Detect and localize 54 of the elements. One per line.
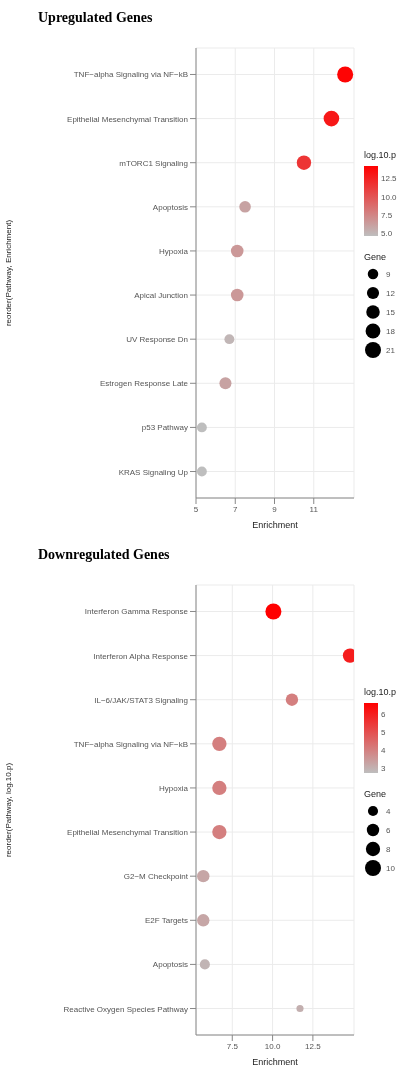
y-tick-label: Apoptosis bbox=[152, 960, 188, 970]
x-tick-label: 11 bbox=[309, 504, 319, 514]
y-tick-label: Epithelial Mesenchymal Transition bbox=[67, 114, 188, 124]
y-tick-label: Estrogen Response Late bbox=[99, 379, 189, 389]
color-bar-label: 4 bbox=[381, 745, 386, 755]
y-tick-label: Interferon Gamma Response bbox=[84, 607, 189, 617]
y-axis-title: reorder(Pathway, log.10.p) bbox=[3, 762, 13, 858]
legend-label: 21 bbox=[386, 346, 396, 355]
y-tick-label: Hypoxia bbox=[159, 783, 189, 793]
x-tick-label: 12.5 bbox=[305, 1041, 322, 1051]
y-tick-label: Reactive Oxygen Species Pathway bbox=[63, 1004, 188, 1014]
legend-label: 4 bbox=[386, 807, 391, 816]
color-bar-label: 6 bbox=[381, 709, 386, 719]
color-bar-label: 5.0 bbox=[381, 229, 393, 239]
y-tick-label: IL−6/JAK/STAT3 Signaling bbox=[94, 695, 188, 705]
y-tick-label: G2−M Checkpoint bbox=[123, 872, 189, 882]
legend-title: Gene bbox=[364, 252, 388, 262]
legend-label: 9 bbox=[386, 270, 391, 279]
x-tick-label: 9 bbox=[272, 504, 278, 514]
x-tick-label: 5 bbox=[193, 504, 199, 514]
chart-title: Upregulated Genes bbox=[38, 10, 154, 27]
y-tick-label: Epithelial Mesenchymal Transition bbox=[67, 828, 188, 838]
x-axis-title: Enrichment bbox=[252, 520, 299, 530]
legend-title: Gene bbox=[364, 789, 388, 799]
color-bar-label: 12.5 bbox=[381, 174, 398, 184]
color-bar-label: 5 bbox=[381, 727, 386, 737]
x-axis-title: Enrichment bbox=[252, 1057, 299, 1067]
y-tick-label: UV Response Dn bbox=[126, 335, 188, 345]
color-bar-title: log.10.p bbox=[364, 687, 398, 697]
y-tick-label: Apoptosis bbox=[152, 202, 188, 212]
y-tick-label: TNF−alpha Signaling via NF−kB bbox=[73, 70, 188, 80]
legend-label: 15 bbox=[386, 308, 396, 317]
legend-label: 8 bbox=[386, 845, 391, 854]
chart-title: Downregulated Genes bbox=[38, 547, 171, 564]
legend-label: 6 bbox=[386, 826, 391, 835]
x-tick-label: 7.5 bbox=[226, 1041, 239, 1051]
legend-label: 18 bbox=[386, 327, 396, 336]
y-tick-label: TNF−alpha Signaling via NF−kB bbox=[73, 739, 188, 749]
color-bar-label: 10.0 bbox=[381, 192, 398, 202]
color-bar-label: 3 bbox=[381, 763, 386, 773]
y-tick-label: Hypoxia bbox=[159, 246, 189, 256]
y-axis-title: reorder(Pathway, Enrichment) bbox=[3, 219, 13, 327]
y-tick-label: E2F Targets bbox=[145, 916, 188, 926]
y-tick-label: p53 Pathway bbox=[141, 423, 188, 433]
y-tick-label: KRAS Signaling Up bbox=[118, 467, 189, 477]
legend-label: 12 bbox=[386, 289, 396, 298]
color-bar-title: log.10.p bbox=[364, 150, 398, 160]
x-tick-label: 10.0 bbox=[264, 1041, 281, 1051]
x-tick-label: 7 bbox=[233, 504, 239, 514]
y-tick-label: Interferon Alpha Response bbox=[93, 651, 189, 661]
y-tick-label: mTORC1 Signaling bbox=[119, 158, 188, 168]
legend-label: 10 bbox=[386, 864, 396, 873]
y-tick-label: Apical Junction bbox=[134, 291, 188, 301]
color-bar-label: 7.5 bbox=[381, 210, 393, 220]
